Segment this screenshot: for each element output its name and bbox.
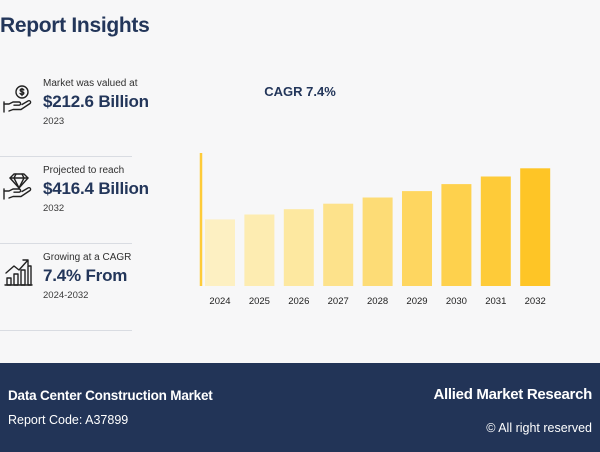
copyright-text: © All right reserved [486,421,592,435]
growth-chart-icon [4,259,33,286]
bar-chart: 2024 2025 2026 2027 2028 2029 2030 2031 2032 [199,153,551,307]
stat-label: Market was valued at [43,78,138,89]
bar-2030 [441,184,472,286]
bar-2024 [205,219,235,286]
stat-value: $416.4 Billion [43,179,149,198]
stat-period: 2032 [43,203,65,214]
stat-period: 2023 [43,116,65,127]
bar-2032 [520,168,551,286]
diamond-hand-icon [3,173,32,200]
bar-2026 [283,209,314,286]
stat-cagr: Growing at a CAGR 7.4% From 2024-2032 [0,244,132,331]
x-tick-label: 2031 [485,296,506,307]
x-tick-label: 2025 [249,296,270,307]
stat-value: 7.4% From [43,266,128,285]
bar-2029 [402,191,432,286]
x-tick-label: 2026 [288,296,309,307]
stat-period: 2024-2032 [43,290,89,301]
stat-label: Growing at a CAGR [43,252,132,263]
bar-2025 [244,214,275,286]
x-tick-label: 2030 [446,296,467,307]
bar-2027 [323,203,354,286]
x-tick-label: 2028 [367,296,388,307]
bar-2031 [480,176,511,286]
bar-2028 [362,197,393,286]
footer: Data Center Construction Market Report C… [0,363,600,452]
x-tick-label: 2027 [328,296,349,307]
brand-name: Allied Market Research [433,386,593,403]
stat-projected-value: Projected to reach $416.4 Billion 2032 [0,157,149,244]
report-code: Report Code: A37899 [8,413,129,427]
chart-title: CAGR 7.4% [264,84,336,99]
x-tick-label: 2029 [406,296,427,307]
market-name: Data Center Construction Market [8,388,213,403]
page-title: Report Insights [0,14,150,37]
stat-value: $212.6 Billion [43,92,149,111]
x-tick-label: 2024 [209,296,230,307]
money-hand-icon [3,85,32,113]
x-tick-label: 2032 [525,296,546,307]
stat-market-value: Market was valued at $212.6 Billion 2023 [0,70,149,157]
stat-label: Projected to reach [43,165,125,176]
